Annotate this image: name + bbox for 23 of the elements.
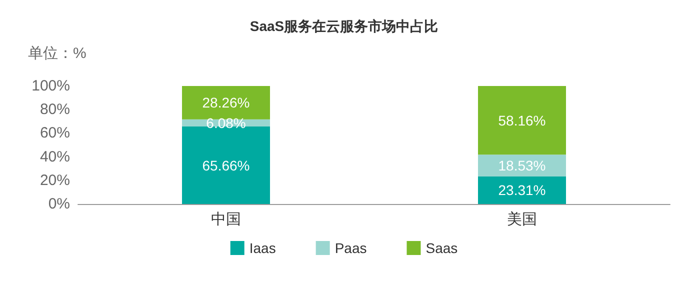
- x-tick-label: 中国: [211, 211, 241, 228]
- data-label: 28.26%: [202, 94, 250, 111]
- y-tick-label: 0%: [48, 196, 70, 212]
- y-tick-label: 80%: [40, 101, 70, 118]
- data-label: 23.31%: [498, 182, 546, 198]
- data-label: 18.53%: [498, 158, 546, 174]
- x-tick-label: 美国: [507, 211, 537, 228]
- legend-label: Paas: [334, 240, 367, 256]
- data-label: 65.66%: [202, 157, 250, 174]
- bar: [182, 86, 270, 120]
- bar: [478, 86, 566, 155]
- y-tick-label: 20%: [40, 172, 70, 189]
- bar: [478, 176, 566, 204]
- y-axis-title: 单位：%: [28, 45, 86, 62]
- y-tick-label: 60%: [40, 124, 70, 142]
- y-tick-label: 40%: [40, 148, 70, 166]
- data-label: 58.16%: [498, 112, 546, 128]
- legend-label: Saas: [426, 240, 458, 256]
- chart-title: SaaS服务在云服务市场中占比: [250, 18, 438, 34]
- bar: [182, 126, 270, 204]
- y-tick-label: 100%: [32, 78, 70, 94]
- legend-label: Iaas: [249, 240, 276, 256]
- bar: [478, 154, 566, 176]
